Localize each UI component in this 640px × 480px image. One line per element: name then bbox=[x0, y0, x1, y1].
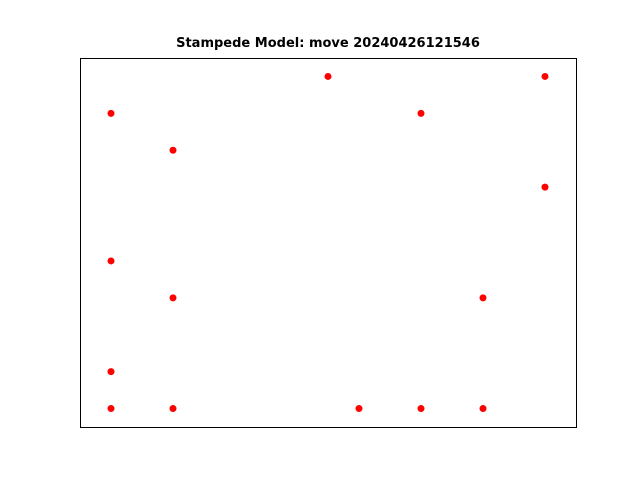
chart-title: Stampede Model: move 20240426121546 bbox=[176, 36, 480, 51]
data-point-7 bbox=[169, 294, 177, 302]
data-point-4 bbox=[169, 146, 177, 154]
data-point-8 bbox=[479, 294, 487, 302]
data-point-2 bbox=[107, 109, 115, 117]
data-point-10 bbox=[107, 405, 115, 413]
data-point-5 bbox=[541, 183, 549, 191]
data-point-14 bbox=[479, 405, 487, 413]
data-point-0 bbox=[324, 72, 332, 80]
data-point-11 bbox=[169, 405, 177, 413]
data-point-3 bbox=[417, 109, 425, 117]
data-point-13 bbox=[417, 405, 425, 413]
data-point-1 bbox=[541, 72, 549, 80]
points-layer bbox=[107, 72, 549, 413]
data-point-9 bbox=[107, 368, 115, 376]
data-point-6 bbox=[107, 257, 115, 265]
plot-area-frame bbox=[80, 58, 577, 428]
data-point-12 bbox=[355, 405, 363, 413]
